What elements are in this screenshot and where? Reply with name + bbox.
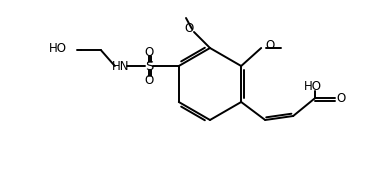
Text: HN: HN <box>112 59 130 72</box>
Text: HO: HO <box>49 42 67 54</box>
Text: O: O <box>144 74 153 86</box>
Text: O: O <box>337 91 346 105</box>
Text: O: O <box>265 38 274 52</box>
Text: O: O <box>184 21 193 35</box>
Text: HO: HO <box>304 79 322 93</box>
Text: S: S <box>145 59 153 72</box>
Text: O: O <box>144 45 153 59</box>
